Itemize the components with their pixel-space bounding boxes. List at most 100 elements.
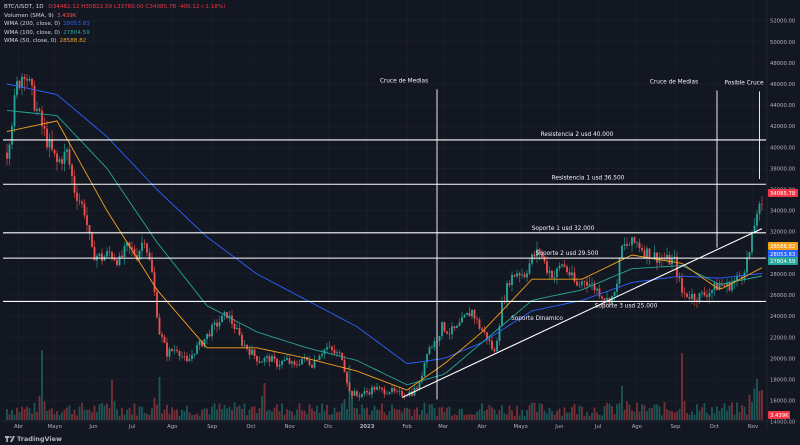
volume-bar — [611, 406, 613, 420]
volume-bar — [318, 412, 321, 420]
candle-body — [83, 203, 86, 216]
candle-body — [503, 301, 506, 303]
volume-bar — [428, 404, 431, 420]
volume-bar — [508, 405, 511, 420]
volume-bar — [33, 402, 36, 420]
candle-body — [406, 395, 408, 397]
candle-body — [38, 108, 41, 111]
candle-body — [441, 322, 443, 336]
volume-bar — [718, 411, 721, 420]
candle-body — [428, 347, 431, 355]
candle-body — [188, 359, 191, 362]
price-tag-label: 28588.82 — [770, 244, 795, 250]
indicator-row[interactable]: WMA (200, close, 0) 28053.83 — [4, 20, 225, 29]
indicator-value: 28053.83 — [63, 21, 90, 28]
time-tick-label: Abr — [477, 424, 487, 430]
volume-bar — [303, 410, 306, 420]
volume-bar — [246, 415, 248, 420]
volume-bar — [546, 413, 548, 420]
volume-bar — [88, 409, 91, 420]
time-tick-label: Mayo — [514, 424, 528, 430]
volume-bar — [188, 412, 191, 420]
candle-body — [328, 346, 331, 348]
volume-bar — [46, 411, 48, 420]
candle-body — [588, 284, 591, 286]
indicator-value: 28588.82 — [59, 38, 87, 45]
price-tick-label: 32000.00 — [770, 230, 796, 236]
volume-bar — [223, 404, 226, 420]
candle-body — [128, 242, 131, 248]
volume-bar — [23, 409, 26, 420]
volume-bar — [228, 407, 231, 420]
volume-bar — [253, 406, 256, 420]
candle-body — [593, 283, 596, 291]
volume-bar — [401, 412, 403, 420]
candle-body — [153, 272, 156, 292]
volume-bar — [648, 408, 651, 420]
time-tick-label: Oct — [246, 424, 255, 430]
candle-body — [681, 278, 683, 293]
volume-bar — [483, 410, 486, 420]
candle-body — [523, 274, 526, 278]
volume-bar — [271, 411, 273, 420]
candle-body — [478, 319, 481, 329]
indicator-row[interactable]: WMA (100, close, 0) 27804.59 — [4, 29, 225, 38]
candle-body — [698, 293, 701, 303]
candle-body — [308, 360, 311, 366]
volume-bar — [183, 411, 186, 420]
volume-bar — [83, 409, 86, 420]
price-tag — [768, 257, 798, 265]
candle-body — [536, 249, 538, 257]
candle-body — [483, 330, 486, 333]
volume-bar — [208, 414, 211, 420]
volume-bar — [191, 414, 193, 420]
candle-body — [423, 362, 426, 376]
volume-bar — [413, 409, 416, 420]
volume-bar — [673, 412, 676, 420]
volume-bar — [518, 415, 521, 420]
candle-body — [723, 285, 726, 287]
indicator-row[interactable]: Volumen (SMA, 9) 3.439K — [4, 12, 225, 21]
volume-bar — [411, 415, 413, 420]
volume-bar — [126, 409, 128, 420]
candle-body — [376, 387, 378, 390]
volume-bar — [321, 403, 323, 420]
volume-bar — [328, 414, 331, 420]
indicator-row[interactable]: WMA (50, close, 0) 28588.82 — [4, 37, 225, 46]
candle-body — [148, 252, 151, 260]
price-tick-label: 28000.00 — [770, 272, 796, 278]
volume-tag-label: 3.439K — [770, 413, 789, 419]
price-tick-label: 24000.00 — [770, 314, 796, 320]
trendline-label: Soporte Dinamico — [511, 316, 563, 322]
candle-body — [348, 383, 351, 392]
candle-body — [26, 79, 28, 81]
volume-bar — [501, 405, 503, 420]
symbol-label[interactable]: BTC/USDT, 1D — [4, 4, 44, 10]
volume-bar — [181, 409, 183, 420]
price-tag-label: 27804.59 — [770, 259, 795, 265]
candle-body — [736, 275, 738, 281]
time-tick-label: Ago — [167, 424, 177, 430]
volume-bar — [436, 415, 438, 420]
volume-bar — [173, 410, 176, 420]
volume-bar — [738, 412, 741, 420]
candle-body — [183, 355, 186, 357]
candle-body — [141, 242, 143, 251]
volume-bar — [408, 409, 411, 420]
volume-bar — [608, 403, 611, 420]
time-tick-label: Sep — [207, 424, 218, 430]
volume-bar — [213, 403, 216, 420]
volume-bar — [351, 395, 353, 420]
volume-bar — [61, 412, 63, 420]
volume-bar — [561, 415, 563, 420]
volume-bar — [66, 407, 68, 420]
candle-body — [318, 355, 321, 360]
volume-bar — [511, 410, 513, 420]
volume-bar — [41, 350, 43, 420]
candle-body — [286, 358, 288, 360]
candle-body — [58, 159, 61, 162]
volume-bar — [503, 413, 506, 420]
resistance-1-label: Resistencia 1 usd 36.500 — [552, 175, 625, 181]
volume-bar — [301, 410, 303, 420]
